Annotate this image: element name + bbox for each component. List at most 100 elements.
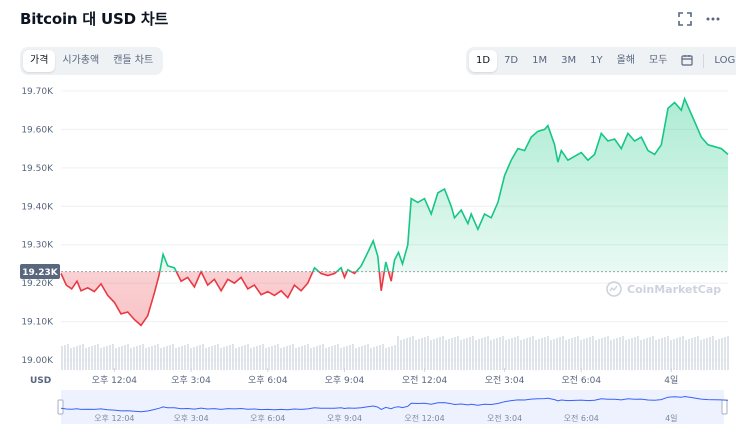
- volume-bar: [628, 339, 630, 370]
- volume-bar: [241, 346, 243, 370]
- volume-bar: [691, 338, 693, 370]
- volume-bar: [94, 345, 96, 370]
- volume-bar: [685, 340, 687, 370]
- volume-bar: [544, 337, 546, 370]
- volume-bar: [130, 348, 132, 370]
- volume-bar: [148, 347, 150, 370]
- volume-bar: [289, 345, 291, 370]
- navigator-left-handle[interactable]: [57, 399, 64, 415]
- y-tick-label: 19.50K: [21, 164, 54, 174]
- range-1m[interactable]: 1M: [532, 55, 548, 66]
- log-scale-button[interactable]: LOG: [714, 55, 736, 66]
- volume-bar: [448, 339, 450, 370]
- x-tick-label: 오후 6:04: [248, 375, 288, 386]
- volume-bar: [97, 344, 99, 370]
- volume-bar: [667, 336, 669, 370]
- volume-bar: [700, 340, 702, 370]
- volume-bar: [640, 340, 642, 370]
- volume-bar: [373, 347, 375, 370]
- volume-bar: [169, 345, 171, 370]
- navigator-tick-label: 오후 9:04: [327, 414, 362, 423]
- volume-bar: [649, 337, 651, 370]
- volume-bar: [127, 344, 129, 370]
- range-3m[interactable]: 3M: [561, 55, 577, 66]
- volume-bar: [223, 347, 225, 370]
- tab-price[interactable]: 가격: [23, 50, 56, 72]
- volume-bar: [271, 346, 273, 370]
- volume-bar: [238, 347, 240, 370]
- volume-bar: [400, 340, 402, 370]
- volume-bar: [520, 340, 522, 370]
- volume-bar: [676, 338, 678, 370]
- volume-bar: [172, 344, 174, 370]
- volume-bar: [226, 346, 228, 370]
- navigator[interactable]: 오후 12:04 오후 3:04 오후 6:04 오후 9:04 오전 12:04 오전 …: [57, 390, 729, 424]
- volume-bar: [145, 348, 147, 370]
- volume-bar: [679, 337, 681, 370]
- range-1d[interactable]: 1D: [469, 50, 498, 72]
- volume-bar: [568, 339, 570, 370]
- volume-bar: [256, 346, 258, 370]
- volume-bar: [583, 339, 585, 370]
- volume-bar: [460, 340, 462, 370]
- volume-bar: [274, 345, 276, 370]
- volume-bar: [409, 337, 411, 370]
- range-all[interactable]: 모두: [649, 55, 668, 66]
- volume-bar: [604, 337, 606, 370]
- volume-bar: [652, 336, 654, 370]
- volume-bar: [118, 347, 120, 370]
- volume-bar: [547, 336, 549, 370]
- navigator-background: [61, 390, 724, 424]
- volume-bar: [724, 337, 726, 370]
- volume-bar: [316, 346, 318, 370]
- volume-bar: [193, 347, 195, 370]
- volume-bar: [388, 347, 390, 370]
- volume-bar: [76, 346, 78, 370]
- tab-market-cap[interactable]: 시가총액: [62, 55, 100, 66]
- volume-bar: [229, 345, 231, 370]
- range-ytd[interactable]: 올해: [616, 55, 636, 66]
- volume-bar: [514, 337, 516, 370]
- watermark-text: CoinMarketCap: [627, 283, 721, 296]
- range-7d[interactable]: 7D: [504, 55, 519, 66]
- volume-bar: [709, 337, 711, 370]
- navigator-right-handle[interactable]: [721, 399, 728, 415]
- volume-bar: [496, 338, 498, 370]
- volume-bar: [661, 338, 663, 370]
- volume-bar: [319, 345, 321, 370]
- volume-bar: [424, 337, 426, 370]
- more-icon[interactable]: [703, 12, 723, 32]
- volume-bar: [415, 340, 417, 370]
- volume-bar: [205, 348, 207, 370]
- volume-bar: [499, 337, 501, 370]
- volume-bars: [61, 336, 729, 370]
- volume-bar: [493, 339, 495, 370]
- volume-bar: [472, 336, 474, 370]
- volume-bar: [697, 336, 699, 370]
- volume-bar: [553, 339, 555, 370]
- volume-bar: [475, 340, 477, 370]
- volume-bar: [619, 337, 621, 370]
- area-up: [61, 98, 728, 272]
- calendar-icon[interactable]: [674, 50, 700, 72]
- volume-bar: [643, 339, 645, 370]
- x-tick-label: 오전 6:04: [561, 375, 601, 386]
- volume-bar: [115, 348, 117, 370]
- y-tick-label: 19.70K: [21, 87, 54, 97]
- volume-bar: [577, 336, 579, 370]
- navigator-tick-label: 오후 6:04: [250, 414, 285, 423]
- volume-bar: [70, 348, 72, 370]
- volume-bar: [370, 348, 372, 370]
- volume-bar: [280, 348, 282, 370]
- range-1y[interactable]: 1Y: [590, 55, 603, 66]
- volume-bar: [82, 344, 84, 370]
- volume-bar: [634, 337, 636, 370]
- volume-bar: [481, 338, 483, 370]
- expand-icon[interactable]: [675, 12, 695, 32]
- volume-bar: [637, 336, 639, 370]
- tab-candle-chart[interactable]: 캔들 차트: [113, 55, 154, 66]
- volume-bar: [442, 336, 444, 370]
- volume-bar: [439, 337, 441, 370]
- volume-bar: [232, 344, 234, 370]
